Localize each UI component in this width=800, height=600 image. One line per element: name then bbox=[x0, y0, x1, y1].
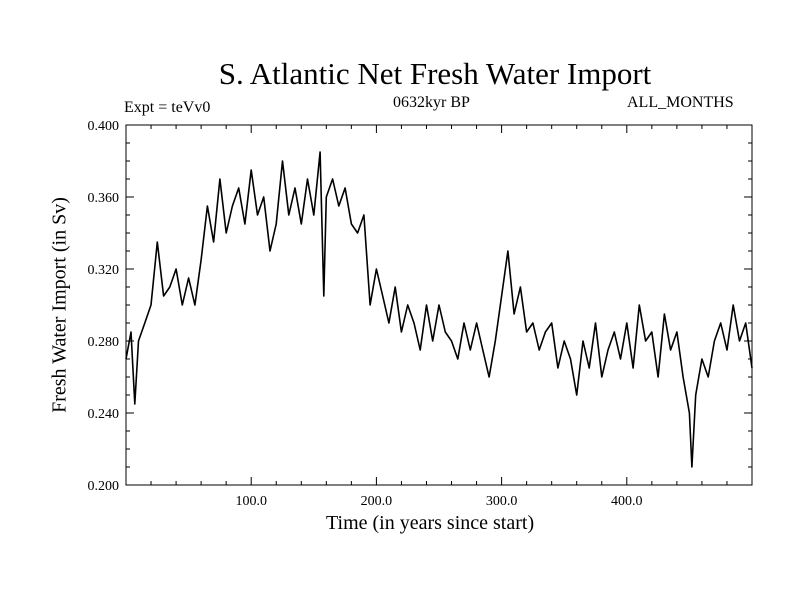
y-tick-label: 0.240 bbox=[88, 407, 120, 422]
chart-title: S. Atlantic Net Fresh Water Import bbox=[218, 56, 652, 91]
y-tick-label: 0.200 bbox=[88, 479, 120, 494]
x-tick-label: 200.0 bbox=[361, 494, 393, 509]
y-tick-label: 0.280 bbox=[88, 335, 120, 350]
x-axis-label: Time (in years since start) bbox=[326, 512, 535, 534]
plot-frame bbox=[125, 124, 753, 486]
x-tick-label: 400.0 bbox=[611, 494, 643, 509]
experiment-label: Expt = teVv0 bbox=[124, 99, 211, 116]
months-label: ALL_MONTHS bbox=[627, 94, 734, 111]
ticks-group bbox=[126, 125, 752, 485]
period-label: 0632kyr BP bbox=[393, 94, 470, 111]
series-line bbox=[125, 151, 753, 468]
x-tick-label: 100.0 bbox=[235, 494, 267, 509]
y-tick-label: 0.360 bbox=[88, 191, 120, 206]
x-tick-label: 300.0 bbox=[486, 494, 518, 509]
y-tick-label: 0.320 bbox=[88, 263, 120, 278]
series-group bbox=[125, 151, 753, 468]
y-tick-label: 0.400 bbox=[88, 119, 120, 134]
tick-labels-group: 100.0 200.0 300.0 400.0 0.200 0.240 0.280 0.320… bbox=[88, 119, 643, 509]
